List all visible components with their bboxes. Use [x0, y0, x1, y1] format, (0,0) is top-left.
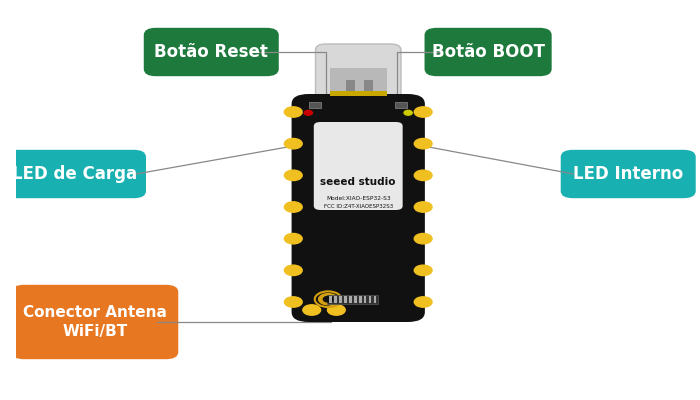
FancyBboxPatch shape	[314, 122, 402, 210]
Circle shape	[414, 107, 432, 117]
Text: seeed studio: seeed studio	[321, 177, 396, 187]
Circle shape	[284, 202, 302, 212]
Circle shape	[414, 170, 432, 180]
Bar	[374, 296, 377, 303]
Text: FC: FC	[321, 215, 351, 233]
FancyBboxPatch shape	[316, 44, 401, 100]
Circle shape	[284, 297, 302, 307]
Bar	[369, 296, 372, 303]
Text: CE: CE	[360, 214, 387, 234]
FancyBboxPatch shape	[292, 94, 425, 322]
FancyBboxPatch shape	[144, 28, 279, 76]
Circle shape	[284, 138, 302, 149]
Circle shape	[404, 110, 412, 115]
Circle shape	[284, 265, 302, 276]
Text: LED Interno: LED Interno	[573, 165, 683, 183]
Circle shape	[303, 305, 321, 315]
FancyBboxPatch shape	[12, 285, 178, 359]
Circle shape	[284, 107, 302, 117]
Bar	[349, 296, 351, 303]
FancyBboxPatch shape	[3, 150, 146, 198]
Circle shape	[414, 265, 432, 276]
Bar	[346, 80, 356, 91]
Bar	[344, 296, 346, 303]
Bar	[330, 68, 387, 94]
Bar	[364, 296, 367, 303]
Bar	[327, 295, 379, 304]
Bar	[395, 102, 407, 108]
Bar	[334, 296, 337, 303]
Circle shape	[318, 294, 337, 305]
Text: Botão Reset: Botão Reset	[154, 43, 268, 61]
Circle shape	[284, 234, 302, 244]
Circle shape	[414, 202, 432, 212]
Bar	[329, 296, 332, 303]
Bar	[354, 296, 356, 303]
Text: Botão BOOT: Botão BOOT	[432, 43, 545, 61]
Bar	[309, 102, 321, 108]
Bar	[364, 80, 373, 91]
Circle shape	[284, 170, 302, 180]
Circle shape	[414, 138, 432, 149]
FancyBboxPatch shape	[424, 28, 552, 76]
Circle shape	[414, 234, 432, 244]
Text: FCC ID:Z4T-XIAOESP32S3: FCC ID:Z4T-XIAOESP32S3	[323, 204, 393, 208]
Bar	[330, 91, 387, 96]
Circle shape	[323, 296, 333, 302]
Circle shape	[414, 297, 432, 307]
Bar	[339, 296, 342, 303]
Text: LED de Carga: LED de Carga	[12, 165, 137, 183]
Text: Model:XIAO-ESP32-S3: Model:XIAO-ESP32-S3	[326, 196, 391, 200]
Bar	[359, 296, 361, 303]
Circle shape	[328, 305, 345, 315]
Text: Conector Antena
WiFi/BT: Conector Antena WiFi/BT	[23, 305, 167, 339]
Circle shape	[304, 110, 312, 115]
FancyBboxPatch shape	[561, 150, 696, 198]
